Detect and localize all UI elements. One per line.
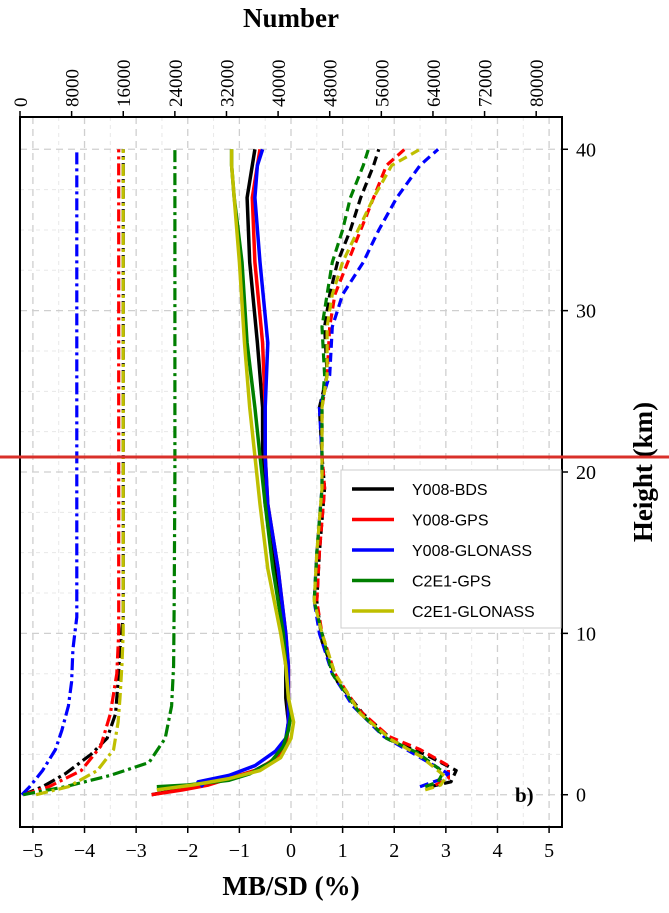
series-number-c2e1-gps [22, 149, 177, 797]
top-tick-label: 0 [11, 98, 32, 108]
top-tick-label: 16000 [114, 60, 135, 108]
series-mb-c2e1-glonass [156, 149, 296, 792]
x-tick-label: −2 [177, 840, 198, 862]
top-tick-label: 32000 [217, 60, 238, 108]
legend-label: Y008-GLONASS [412, 543, 532, 560]
series-layer [20, 147, 458, 797]
x-tick-label: −1 [229, 840, 250, 862]
x-tick-label: 4 [492, 840, 502, 862]
x-tick-label: 1 [338, 840, 348, 862]
top-tick-label: 80000 [527, 60, 548, 108]
top-tick-label: 72000 [476, 60, 497, 108]
x-axis-title: MB/SD (%) [222, 871, 359, 901]
series-mb-y008-glonass [196, 148, 291, 788]
legend-label: Y008-GPS [412, 513, 488, 530]
legend-label: Y008-BDS [412, 482, 488, 499]
top-tick-label: 24000 [166, 60, 187, 108]
y-tick-label: 40 [576, 139, 596, 161]
legend-label: C2E1-GLONASS [412, 604, 535, 621]
x-tick-label: 3 [441, 840, 451, 862]
x-tick-label: −3 [126, 840, 147, 862]
series-number-c2e1-glonass [35, 149, 125, 797]
x-tick-label: 5 [544, 840, 554, 862]
series-number-y008-bds [22, 149, 125, 797]
series-sd-c2e1-gps [312, 148, 445, 789]
series-number-y008-gps [22, 149, 121, 797]
x-tick-label: −4 [74, 840, 95, 862]
legend: Y008-BDS Y008-GPS Y008-GLONASS C2E1-GPS C2E1… [340, 469, 562, 629]
ticks: −5 −4 −3 −2 −1 0 1 2 3 4 5 0 8000 16000 24000 32000 4000… [11, 60, 596, 863]
series-sd-y008-bds [315, 148, 458, 789]
y-axis-title: Height (km) [628, 402, 658, 542]
x-tick-label: 0 [286, 840, 296, 862]
series-number-y008-glonass [20, 149, 79, 796]
y-tick-label: 30 [576, 301, 596, 323]
y-tick-label: 0 [576, 785, 586, 807]
x-tick-label: 2 [389, 840, 399, 862]
top-tick-label: 48000 [321, 60, 342, 108]
series-sd-y008-gps [315, 148, 450, 787]
top-tick-label: 56000 [372, 60, 393, 108]
series-sd-c2e1-glonass [312, 147, 448, 792]
top-tick-label: 64000 [424, 60, 445, 108]
top-tick-label: 8000 [63, 69, 84, 107]
top-axis-title: Number [243, 3, 339, 33]
x-tick-label: −5 [22, 840, 43, 862]
y-tick-label: 20 [576, 462, 596, 484]
panel-label: b) [515, 783, 534, 807]
legend-label: C2E1-GPS [412, 574, 491, 591]
y-tick-label: 10 [576, 623, 596, 645]
top-tick-label: 40000 [269, 60, 290, 108]
